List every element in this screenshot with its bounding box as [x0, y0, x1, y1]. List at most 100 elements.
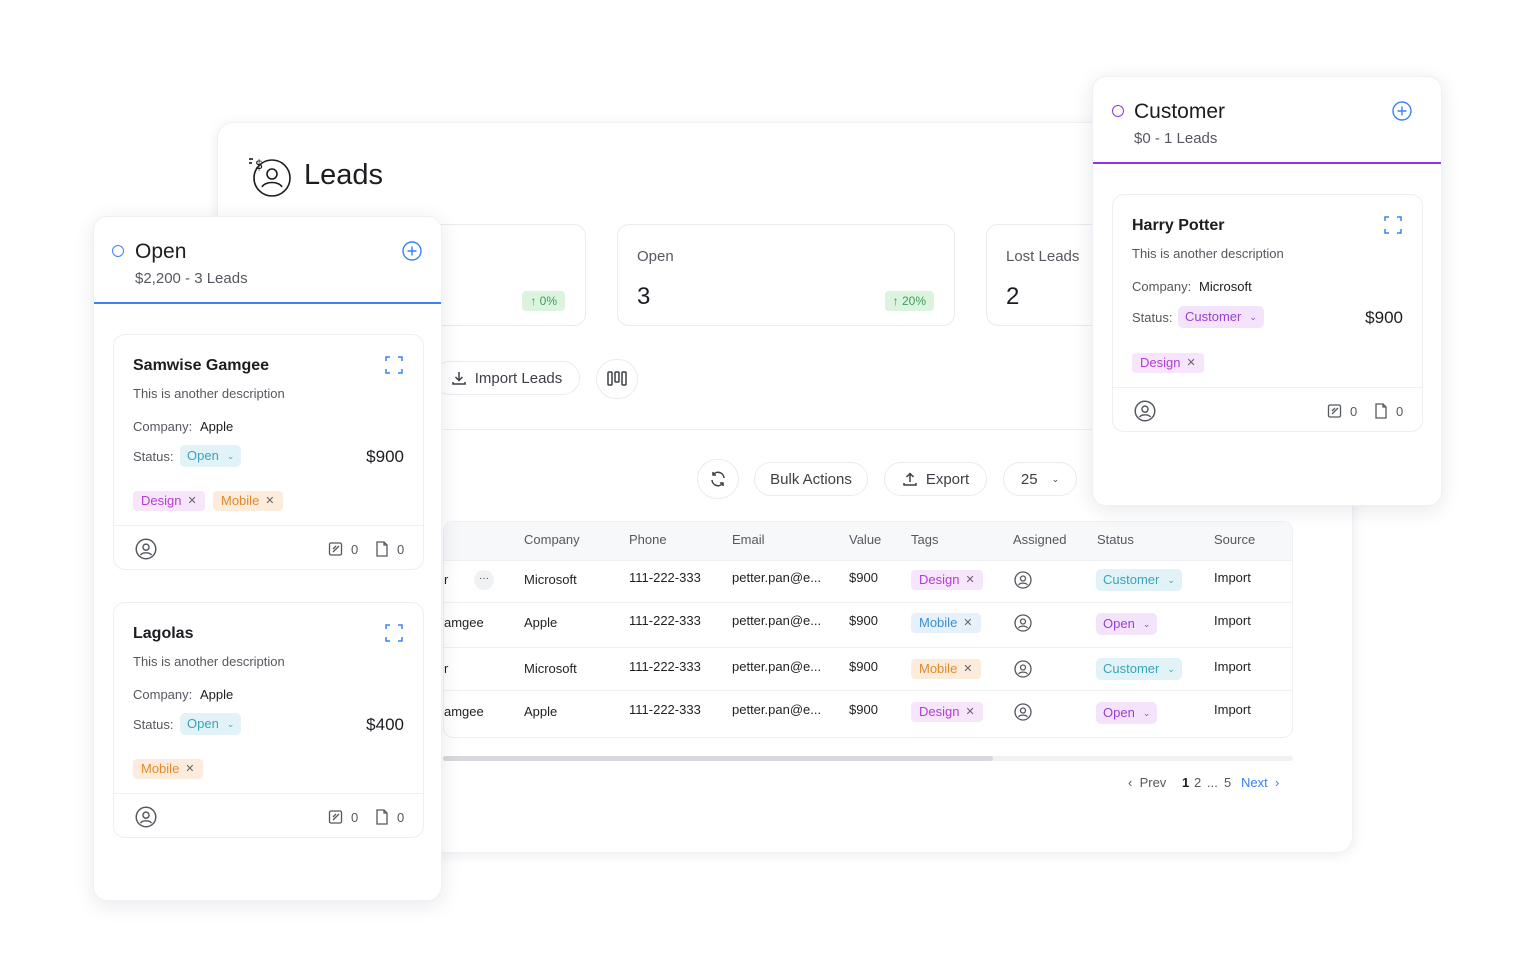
- tag-design: Design ✕: [911, 570, 983, 590]
- row-divider: [444, 690, 1292, 691]
- lead-card[interactable]: Samwise Gamgee This is another descripti…: [113, 334, 424, 570]
- status-select[interactable]: Customer ⌄: [1096, 569, 1182, 591]
- status-select[interactable]: Open ⌄: [1096, 702, 1158, 724]
- close-icon[interactable]: ✕: [963, 663, 973, 675]
- user-avatar-icon[interactable]: [1014, 614, 1032, 632]
- column-accent-line: [94, 302, 441, 304]
- column-header-assigned[interactable]: Assigned: [1013, 532, 1067, 547]
- note-icon[interactable]: [328, 541, 344, 557]
- tag-design: Design ✕: [1132, 353, 1204, 373]
- note-icon[interactable]: [328, 809, 344, 825]
- note-icon[interactable]: [1327, 403, 1343, 419]
- page-5-button[interactable]: 5: [1224, 775, 1232, 790]
- lead-card[interactable]: Lagolas This is another description Comp…: [113, 602, 424, 838]
- user-avatar-icon[interactable]: [1014, 571, 1032, 589]
- column-header-phone[interactable]: Phone: [629, 532, 667, 547]
- file-icon[interactable]: [375, 541, 389, 557]
- notes-count: 0: [351, 810, 359, 825]
- close-icon[interactable]: ✕: [965, 706, 975, 718]
- column-accent-line: [1093, 162, 1441, 164]
- cell-value: $900: [849, 613, 878, 628]
- refresh-button[interactable]: [697, 459, 739, 499]
- close-icon[interactable]: ✕: [185, 763, 195, 775]
- page-1-button[interactable]: 1: [1182, 775, 1190, 790]
- lead-name: Samwise Gamgee: [133, 357, 270, 374]
- files-count: 0: [397, 542, 405, 557]
- cell-company: Apple: [524, 615, 558, 630]
- add-lead-icon[interactable]: [402, 241, 422, 261]
- export-button[interactable]: Export: [884, 462, 987, 496]
- row-more-icon[interactable]: ···: [474, 570, 494, 590]
- cell-source: Import: [1214, 659, 1251, 674]
- cell-name: r: [444, 661, 449, 676]
- column-header-source[interactable]: Source: [1214, 532, 1256, 547]
- files-count: 0: [1396, 404, 1404, 419]
- column-header-company[interactable]: Company: [524, 532, 580, 547]
- status-select[interactable]: Customer ⌄: [1178, 306, 1264, 328]
- status-select[interactable]: Open ⌄: [180, 445, 242, 467]
- column-header-status[interactable]: Status: [1097, 532, 1134, 547]
- cell-source: Import: [1214, 570, 1251, 585]
- notes-count: 0: [351, 542, 359, 557]
- bulk-actions-button[interactable]: Bulk Actions: [754, 462, 868, 496]
- status-select[interactable]: Open ⌄: [1096, 613, 1158, 635]
- next-page-button[interactable]: Next ›: [1241, 775, 1280, 790]
- status-select[interactable]: Open ⌄: [180, 713, 242, 735]
- stat-label: Lost Leads: [1006, 248, 1080, 265]
- cell-name: r: [444, 572, 449, 587]
- refresh-icon: [711, 471, 725, 487]
- column-header-tags[interactable]: Tags: [911, 532, 939, 547]
- horizontal-scrollbar[interactable]: [443, 756, 1293, 761]
- page-size-select[interactable]: 25 ⌄: [1003, 462, 1077, 496]
- lead-price: $900: [366, 447, 404, 466]
- cell-name: amgee: [444, 615, 484, 630]
- expand-icon[interactable]: [385, 356, 403, 374]
- stat-change-badge: ↑ 20%: [884, 291, 934, 311]
- close-icon[interactable]: ✕: [963, 617, 973, 629]
- company-label: Company:: [133, 687, 193, 702]
- table-header: [444, 522, 1292, 560]
- cell-value: $900: [849, 570, 878, 585]
- column-title: Open: [135, 240, 187, 263]
- column-header-email[interactable]: Email: [732, 532, 765, 547]
- leads-table: Company Phone Email Value Tags Assigned …: [443, 521, 1293, 738]
- tag-mobile: Mobile ✕: [911, 659, 981, 679]
- user-avatar-icon[interactable]: [135, 538, 157, 560]
- expand-icon[interactable]: [1384, 216, 1402, 234]
- user-avatar-icon[interactable]: [1134, 400, 1156, 422]
- company-value: Microsoft: [1199, 279, 1252, 294]
- svg-text:$: $: [255, 158, 263, 173]
- cell-company: Microsoft: [524, 572, 577, 587]
- file-icon[interactable]: [1374, 403, 1388, 419]
- page-2-button[interactable]: 2: [1194, 775, 1202, 790]
- file-icon[interactable]: [375, 809, 389, 825]
- kanban-view-button[interactable]: [596, 359, 638, 399]
- status-label: Status:: [133, 449, 174, 464]
- user-avatar-icon[interactable]: [135, 806, 157, 828]
- status-select[interactable]: Customer ⌄: [1096, 658, 1182, 680]
- stat-card-all: ↑ 0%: [418, 224, 586, 326]
- close-icon[interactable]: ✕: [187, 495, 197, 507]
- add-lead-icon[interactable]: [1392, 101, 1412, 121]
- import-leads-button[interactable]: Import Leads: [433, 361, 580, 395]
- download-icon: [451, 372, 466, 385]
- company-label: Company:: [133, 419, 193, 434]
- close-icon[interactable]: ✕: [965, 574, 975, 586]
- close-icon[interactable]: ✕: [265, 495, 275, 507]
- expand-icon[interactable]: [385, 624, 403, 642]
- column-header-value[interactable]: Value: [849, 532, 882, 547]
- open-status-dot: [112, 245, 124, 257]
- cell-phone: 111-222-333: [629, 570, 701, 585]
- column-title: Customer: [1134, 100, 1226, 123]
- prev-page-button[interactable]: ‹ Prev: [1128, 775, 1167, 790]
- user-avatar-icon[interactable]: [1014, 703, 1032, 721]
- lead-card[interactable]: Harry Potter This is another description…: [1112, 194, 1423, 432]
- customer-column: Customer $0 - 1 Leads Harry Potter This …: [1092, 76, 1442, 506]
- section-divider: [443, 429, 1322, 430]
- lead-description: This is another description: [133, 654, 285, 669]
- user-avatar-icon[interactable]: [1014, 660, 1032, 678]
- cell-phone: 111-222-333: [629, 613, 701, 628]
- close-icon[interactable]: ✕: [1186, 357, 1196, 369]
- scrollbar-thumb[interactable]: [443, 756, 993, 761]
- chevron-down-icon: ⌄: [1167, 575, 1175, 585]
